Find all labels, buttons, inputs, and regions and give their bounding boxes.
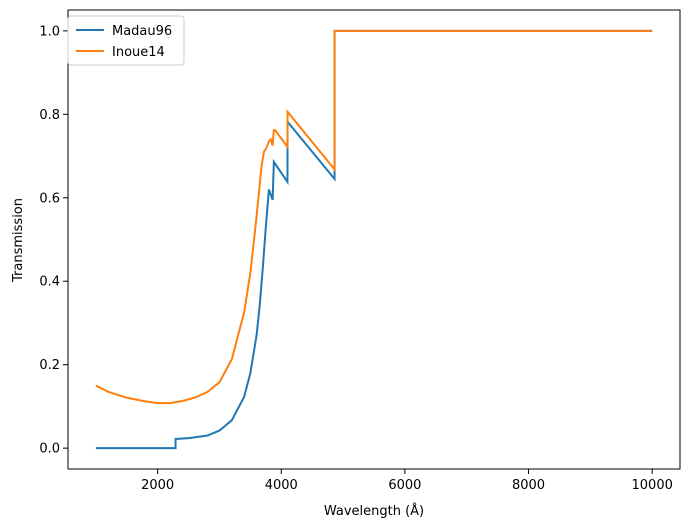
y-tick-label: 0.2: [39, 358, 60, 373]
x-tick-label: 4000: [265, 478, 298, 493]
y-axis-label: Transmission: [11, 198, 26, 283]
legend-label-inoue14: Inoue14: [112, 45, 165, 60]
x-tick-label: 10000: [632, 478, 673, 493]
y-tick-label: 0.0: [39, 442, 60, 457]
x-axis-label: Wavelength (Å): [324, 503, 424, 519]
series-line-madau96: [95, 29, 653, 450]
y-tick-label: 1.0: [39, 24, 60, 39]
plot-frame: [67, 9, 681, 470]
legend: Madau96 Inoue14: [67, 15, 185, 66]
x-axis: 2000 4000 6000 8000 10000: [141, 469, 673, 493]
y-axis: 0.0 0.2 0.4 0.6 0.8 1.0: [39, 24, 68, 457]
y-tick-label: 0.8: [39, 108, 60, 123]
x-tick-label: 6000: [388, 478, 421, 493]
y-tick-label: 0.4: [39, 275, 60, 290]
legend-frame: [67, 15, 185, 66]
series-line-inoue14: [95, 29, 653, 405]
series-layer: [95, 29, 653, 450]
x-tick-label: 2000: [141, 478, 174, 493]
x-tick-label: 8000: [512, 478, 545, 493]
legend-label-madau96: Madau96: [112, 24, 172, 39]
y-tick-label: 0.6: [39, 191, 60, 206]
